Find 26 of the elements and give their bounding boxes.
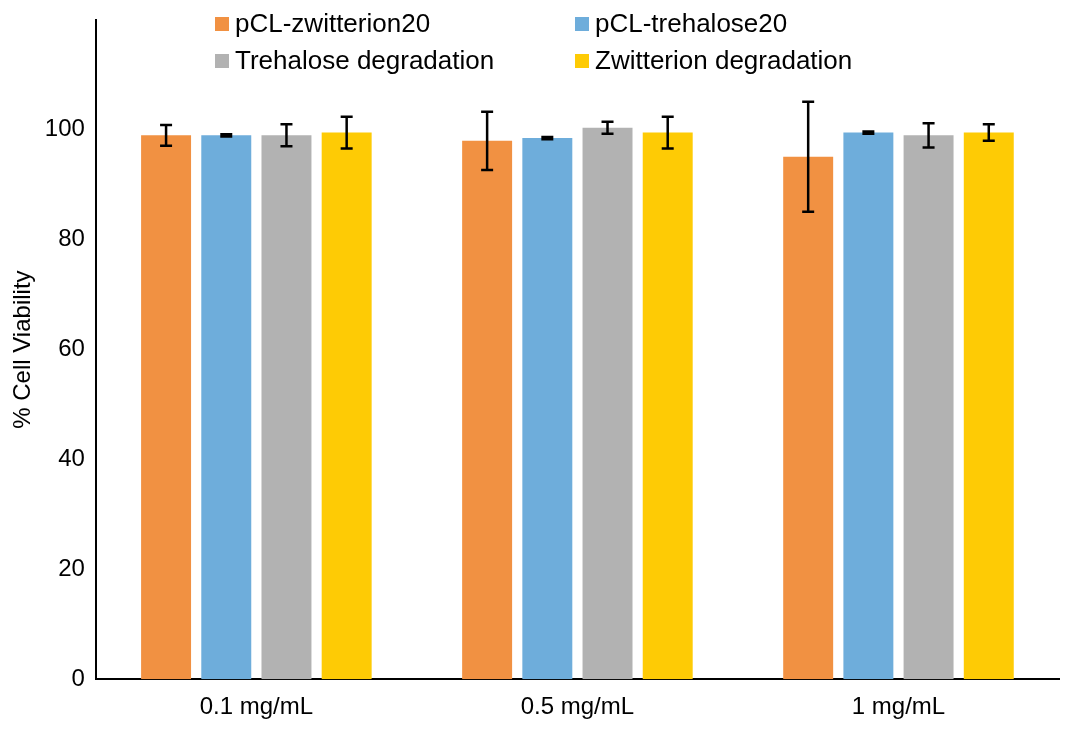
legend-label: Trehalose degradation [235,45,495,76]
x-tick-label: 0.5 mg/mL [520,692,635,720]
bar [201,135,252,680]
legend-label: pCL-trehalose20 [595,8,788,39]
bar [783,156,834,680]
bar [963,132,1014,680]
y-tick-label: 40 [58,444,85,472]
y-tick-label: 20 [58,553,85,581]
bar [903,135,954,680]
y-tick-label: 100 [44,114,85,142]
bar [522,138,573,680]
legend-label: pCL-zwitterion20 [235,8,431,39]
bar [843,132,894,680]
legend-label: Zwitterion degradation [595,45,853,76]
y-tick-label: 60 [58,334,85,362]
bar [582,127,633,680]
bar [642,132,693,680]
bar [321,132,372,680]
bar [261,135,312,680]
y-tick-label: 80 [58,224,85,252]
x-tick-label: 0.1 mg/mL [199,692,314,720]
y-tick-label: 0 [71,663,85,691]
x-tick-label: 1 mg/mL [851,692,946,720]
y-axis-title: % Cell Viability [8,270,36,429]
bar [462,140,513,680]
bar [141,135,192,680]
